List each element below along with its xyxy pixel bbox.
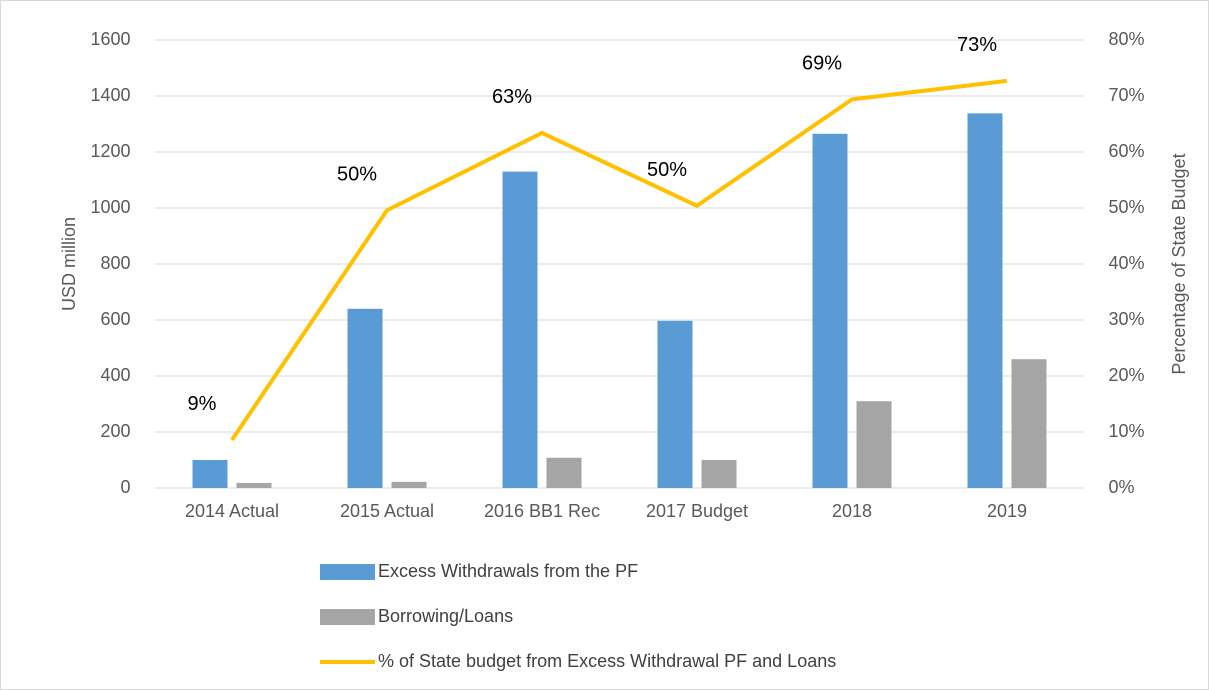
- bar: [391, 481, 427, 488]
- legend-label: Excess Withdrawals from the PF: [378, 561, 638, 581]
- y-tick-label: 600: [100, 309, 130, 329]
- x-tick-label: 2016 BB1 Rec: [484, 501, 600, 521]
- bar: [812, 133, 848, 489]
- bar: [856, 401, 892, 488]
- x-tick-label: 2019: [987, 501, 1027, 521]
- y-tick-label: 1000: [90, 197, 130, 217]
- data-label: 73%: [957, 34, 997, 56]
- legend-label: Borrowing/Loans: [378, 606, 513, 626]
- y2-tick-label: 30%: [1109, 309, 1145, 329]
- y-tick-label: 1600: [90, 29, 130, 49]
- data-label: 63%: [492, 86, 532, 108]
- y2-tick-label: 50%: [1109, 197, 1145, 217]
- legend-swatch: [320, 564, 375, 580]
- y-tick-label: 0: [120, 477, 130, 497]
- bar: [1011, 359, 1047, 488]
- bar: [701, 460, 737, 488]
- y2-tick-label: 60%: [1109, 141, 1145, 161]
- x-tick-label: 2014 Actual: [185, 501, 279, 521]
- x-tick-label: 2015 Actual: [340, 501, 434, 521]
- y-tick-label: 1200: [90, 141, 130, 161]
- bar: [236, 482, 272, 488]
- y-tick-label: 200: [100, 421, 130, 441]
- x-tick-label: 2017 Budget: [646, 501, 748, 521]
- data-label: 9%: [188, 393, 217, 415]
- data-label: 50%: [337, 164, 377, 186]
- y2-tick-label: 20%: [1109, 365, 1145, 385]
- x-tick-label: 2018: [832, 501, 872, 521]
- y2-tick-label: 70%: [1109, 85, 1145, 105]
- data-label: 50%: [647, 159, 687, 181]
- y-tick-label: 1400: [90, 85, 130, 105]
- y2-tick-label: 0%: [1109, 477, 1135, 497]
- y-tick-label: 800: [100, 253, 130, 273]
- bar: [657, 320, 693, 488]
- bar: [546, 457, 582, 488]
- y2-tick-label: 80%: [1109, 29, 1145, 49]
- legend-label: % of State budget from Excess Withdrawal…: [378, 651, 836, 671]
- bar: [347, 308, 383, 488]
- bar: [967, 113, 1003, 489]
- y2-tick-label: 10%: [1109, 421, 1145, 441]
- y-axis-title: USD million: [59, 217, 79, 311]
- line: [230, 78, 1008, 441]
- bar: [502, 171, 538, 488]
- y-tick-label: 400: [100, 365, 130, 385]
- data-label: 69%: [802, 53, 842, 75]
- y2-axis-title: Percentage of State Budget: [1169, 153, 1189, 374]
- legend-swatch: [320, 609, 375, 625]
- y2-tick-label: 40%: [1109, 253, 1145, 273]
- bar: [192, 460, 228, 488]
